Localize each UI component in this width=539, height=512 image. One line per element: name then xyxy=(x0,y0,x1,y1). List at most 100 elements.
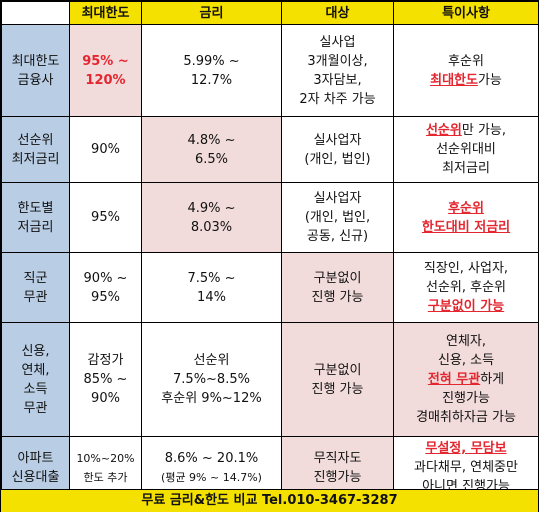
rate-cell: 8.6% ~ 20.1% (평균 9% ~ 14.7%) xyxy=(141,436,282,499)
table-row: 아파트 신용대출 10%~20% 한도 추가 8.6% ~ 20.1% (평균 … xyxy=(1,436,539,499)
limit-cell: 감정가 85% ~ 90% xyxy=(69,322,142,437)
limit-cell: 95% xyxy=(69,182,142,253)
notes-highlight: 최대한도 xyxy=(430,72,478,88)
notes-highlight: 구분없이 가능 xyxy=(427,299,505,314)
target-line: 실사업자 xyxy=(313,132,362,148)
row-name-line: 저금리 xyxy=(17,219,54,235)
limit-line: 10%~20% xyxy=(76,451,135,465)
table-row: 직군 무관 90% ~ 95% 7.5% ~ 14% 구분없이 진행 가능 직장… xyxy=(1,252,539,323)
notes-cell: 무설정, 무담보 과다채무, 연체중만 아니면 진행가능 xyxy=(393,436,539,499)
header-max-limit: 최대한도 xyxy=(69,1,142,25)
row-name-line: 선순위 xyxy=(17,132,54,148)
row-name-cell: 선순위 최저금리 xyxy=(1,116,70,183)
notes-line: 연체자, xyxy=(445,334,486,349)
row-name-line: 소득 xyxy=(23,381,48,397)
notes-text: 하게 xyxy=(480,372,505,387)
rate-cell: 선순위 7.5%~8.5% 후순위 9%~12% xyxy=(141,322,282,437)
notes-cell: 후순위 한도대비 저금리 xyxy=(393,182,539,253)
notes-text: 가능 xyxy=(477,72,502,88)
limit-line: 95% ~ xyxy=(82,53,129,69)
target-cell: 실사업 3개월이상, 3자담보, 2자 차주 가능 xyxy=(281,24,394,117)
rate-cell: 4.9% ~ 8.03% xyxy=(141,182,282,253)
target-cell: 구분없이 진행 가능 xyxy=(281,252,394,323)
target-line: 구분없이 xyxy=(313,270,362,286)
limit-cell: 90% ~ 95% xyxy=(69,252,142,323)
row-name-line: 한도별 xyxy=(17,200,54,216)
row-name-line: 아파트 xyxy=(17,450,54,466)
row-name-line: 직군 xyxy=(23,270,48,286)
table-row: 선순위 최저금리 90% 4.8% ~ 6.5% 실사업자 (개인, 법인) 선… xyxy=(1,116,539,183)
notes-cell: 후순위 최대한도가능 xyxy=(393,24,539,117)
target-cell: 실사업자 (개인, 법인, 공동, 신규) xyxy=(281,182,394,253)
limit-line: 한도 추가 xyxy=(83,470,128,484)
rate-line: 4.9% ~ xyxy=(187,200,236,216)
target-cell: 실사업자 (개인, 법인) xyxy=(281,116,394,183)
target-cell: 무직자도 진행가능 xyxy=(281,436,394,499)
notes-line: 진행가능 xyxy=(442,391,490,406)
target-line: 3개월이상, xyxy=(307,53,368,69)
target-line: 구분없이 xyxy=(313,362,362,378)
row-name-line: 무관 xyxy=(23,400,48,416)
target-line: 3자담보, xyxy=(313,72,362,88)
target-cell: 구분없이 진행 가능 xyxy=(281,322,394,437)
notes-text: 만 가능, xyxy=(461,123,507,138)
limit-line: 90% xyxy=(91,142,120,157)
target-line: 실사업 xyxy=(319,34,356,50)
row-name-cell: 아파트 신용대출 xyxy=(1,436,70,499)
limit-line: 감정가 xyxy=(87,353,124,368)
table-row: 한도별 저금리 95% 4.9% ~ 8.03% 실사업자 (개인, 법인, 공… xyxy=(1,182,539,253)
contact-footer: 무료 금리&한도 비교 Tel.010-3467-3287 xyxy=(1,489,538,512)
rate-line: 선순위 xyxy=(193,353,230,368)
table-row: 신용, 연체, 소득 무관 감정가 85% ~ 90% 선순위 7.5%~8.5… xyxy=(1,322,539,437)
row-name-cell: 신용, 연체, 소득 무관 xyxy=(1,322,70,437)
row-name-cell: 최대한도 금융사 xyxy=(1,24,70,117)
rate-cell: 4.8% ~ 6.5% xyxy=(141,116,282,183)
rate-line: 7.5%~8.5% xyxy=(173,372,250,387)
notes-highlight: 한도대비 저금리 xyxy=(421,219,511,235)
limit-line: 120% xyxy=(85,72,126,88)
rate-line: 후순위 9%~12% xyxy=(161,391,262,406)
notes-line: 과다채무, 연체중만 xyxy=(414,460,518,475)
rate-line: 8.03% xyxy=(190,219,233,235)
target-line: 실사업자 xyxy=(313,191,362,206)
target-line: (개인, 법인) xyxy=(304,151,371,167)
row-name-line: 최저금리 xyxy=(11,151,60,167)
row-name-line: 신용대출 xyxy=(11,469,60,485)
target-line: 진행가능 xyxy=(313,469,362,485)
notes-line: 최대한도가능 xyxy=(395,71,538,90)
notes-line: 전혀 무관하게 xyxy=(395,370,538,389)
notes-line: 선순위대비 xyxy=(436,142,496,157)
row-name-line: 연체, xyxy=(21,362,50,378)
notes-line: 선순위, 후순위 xyxy=(425,280,507,295)
rate-line: 8.6% ~ 20.1% xyxy=(164,450,259,466)
row-name-cell: 직군 무관 xyxy=(1,252,70,323)
target-line: 공동, 신규) xyxy=(306,229,369,244)
rate-line: 12.7% xyxy=(190,72,233,88)
limit-cell: 90% xyxy=(69,116,142,183)
notes-highlight: 선순위 xyxy=(425,123,462,138)
target-line: (개인, 법인, xyxy=(304,210,371,225)
rate-cell: 7.5% ~ 14% xyxy=(141,252,282,323)
notes-highlight: 전혀 무관 xyxy=(427,372,481,387)
row-name-line: 금융사 xyxy=(17,72,54,88)
rate-line: 6.5% xyxy=(194,151,229,167)
header-rate: 금리 xyxy=(141,1,282,25)
limit-line: 95% xyxy=(91,210,120,225)
rate-line: (평균 9% ~ 14.7%) xyxy=(161,470,262,484)
limit-line: 95% xyxy=(91,289,120,305)
notes-cell: 선순위만 가능, 선순위대비 최저금리 xyxy=(393,116,539,183)
rate-line: 4.8% ~ xyxy=(187,132,236,148)
notes-line: 후순위 xyxy=(448,53,484,69)
target-line: 진행 가능 xyxy=(311,381,364,397)
notes-cell: 직장인, 사업자, 선순위, 후순위 구분없이 가능 xyxy=(393,252,539,323)
notes-highlight: 무설정, 무담보 xyxy=(425,441,507,456)
limit-line: 90% ~ xyxy=(83,270,128,286)
limit-cell: 95% ~ 120% xyxy=(69,24,142,117)
notes-line: 최저금리 xyxy=(442,161,490,176)
notes-line: 신용, 소득 xyxy=(437,353,495,368)
rate-line: 7.5% ~ xyxy=(187,270,236,286)
header-target: 대상 xyxy=(281,1,394,25)
row-name-line: 신용, xyxy=(21,343,50,359)
row-name-cell: 한도별 저금리 xyxy=(1,182,70,253)
